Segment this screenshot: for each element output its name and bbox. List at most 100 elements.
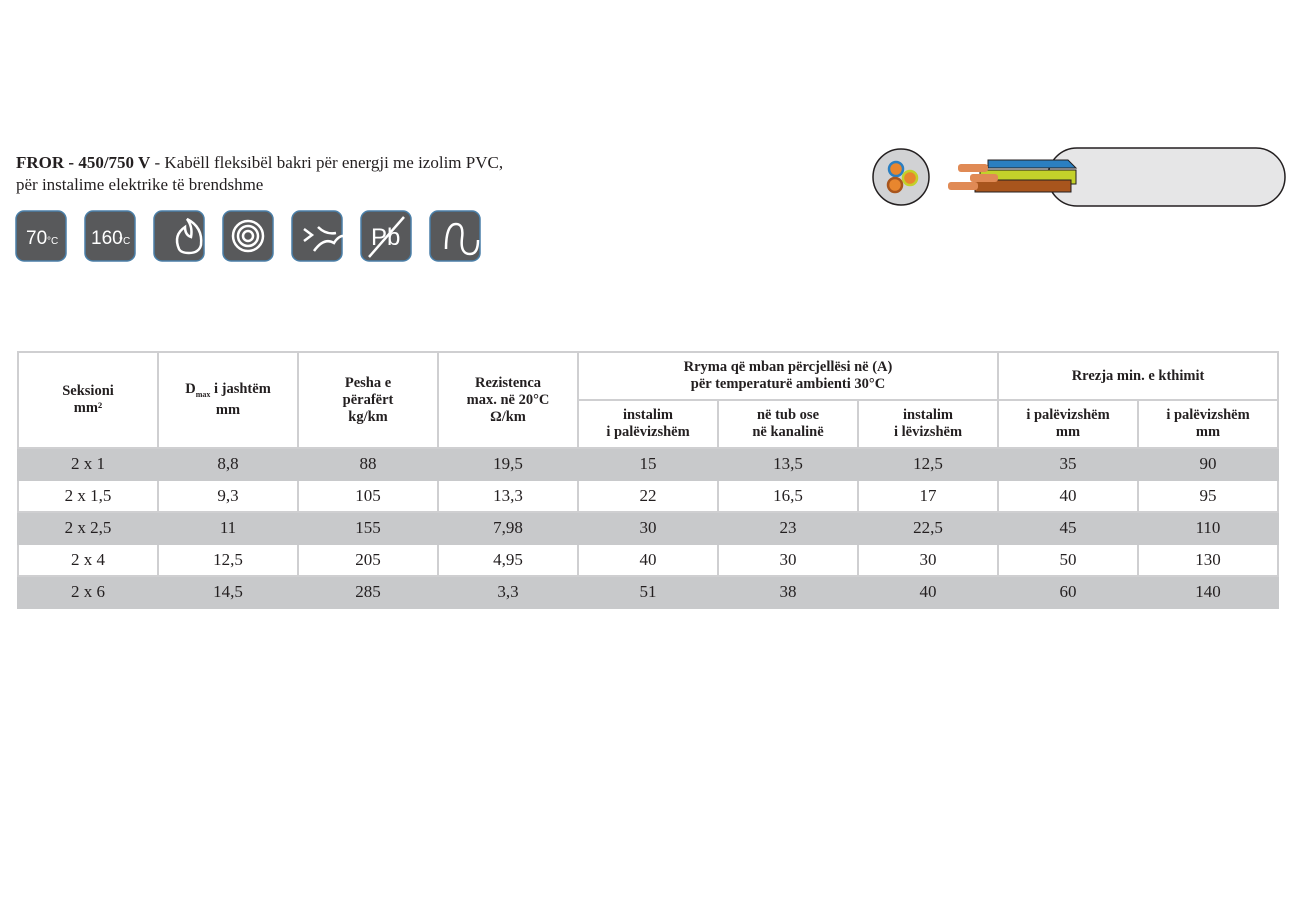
icon-shapes (175, 216, 480, 258)
head-text: instalim (903, 407, 953, 423)
table-cell: 30 (857, 543, 999, 577)
table-cell: 9,3 (157, 479, 299, 513)
table-cell: 2 x 2,5 (17, 511, 159, 545)
table-cell: 19,5 (437, 447, 579, 481)
table-cell: 8,8 (157, 447, 299, 481)
head-cell: Rryma që mban përcjellësi në (A) për temp… (577, 351, 999, 401)
head-text: Pesha e (344, 374, 392, 391)
head-cell: Seksioni mm² (17, 351, 159, 449)
table-cell: 14,5 (157, 575, 299, 609)
head-text: i lëvizshëm (893, 424, 963, 440)
table-cell: 23 (717, 511, 859, 545)
table-cell: 95 (1137, 479, 1279, 513)
head-line: Dmax i jashtëm (159, 381, 297, 403)
table-cell: 140 (1137, 575, 1279, 609)
table-cell: 205 (297, 543, 439, 577)
icon-temp: 160 (91, 228, 123, 249)
table-row: 2 x 4 12,5 205 4,95 40 30 30 50 130 (17, 543, 1279, 577)
table-cell: 60 (997, 575, 1139, 609)
title-bold: FROR - 450/750 V (16, 153, 151, 172)
table-row: 2 x 2,5 11 155 7,98 30 23 22,5 45 110 (17, 511, 1279, 545)
table-cell: 2 x 4 (17, 543, 159, 577)
head-text: Ω/km (490, 408, 526, 425)
table-cell: 22,5 (857, 511, 999, 545)
head-text: për temperaturë ambienti 30°C (690, 376, 886, 392)
table-body: 2 x 1 8,8 88 19,5 15 13,5 12,5 35 90 2 x 1,5 9,3 10… (17, 447, 1279, 609)
head-text: mm (1195, 424, 1221, 440)
table-cell: 2 x 6 (17, 575, 159, 609)
icon-temp: 70 (26, 228, 47, 249)
table-cell: 17 (857, 479, 999, 513)
subtitle: për instalime elektrike të brendshme (16, 175, 264, 194)
table-cell: 105 (297, 479, 439, 513)
head-text: D (185, 380, 196, 397)
table-cell: 40 (997, 479, 1139, 513)
table-cell: 7,98 (437, 511, 579, 545)
table-cell: 45 (997, 511, 1139, 545)
head-cell: i palëvizshëm mm (997, 399, 1139, 449)
head-cell: Rezistenca max. në 20°C Ω/km (437, 351, 579, 449)
title-rest: - Kabëll fleksibël bakri për energji me … (154, 153, 504, 172)
icon-unit: °C (119, 236, 130, 247)
table-cell: 15 (577, 447, 719, 481)
table-cell: 40 (577, 543, 719, 577)
head-text: i palëvizshëm (606, 424, 690, 440)
table-cell: 30 (577, 511, 719, 545)
table-cell: 88 (297, 447, 439, 481)
head-text: mm² (73, 400, 103, 416)
head-text: mm (1055, 424, 1081, 440)
icons (15, 210, 481, 262)
table-row: 2 x 1 8,8 88 19,5 15 13,5 12,5 35 90 (17, 447, 1279, 481)
table-row: 2 x 1,5 9,3 105 13,3 22 16,5 17 40 95 (17, 479, 1279, 513)
head-cell: Rrezja min. e kthimit (997, 351, 1279, 401)
table-cell: 4,95 (437, 543, 579, 577)
table-cell: 130 (1137, 543, 1279, 577)
head-text: kg/km (348, 408, 388, 425)
head-text: Rrezja min. e kthimit (1071, 367, 1205, 384)
table-cell: 50 (997, 543, 1139, 577)
head-text: mm (215, 402, 241, 419)
head-text: përafërt (342, 391, 394, 408)
head-text: Rezistenca (474, 374, 542, 391)
table-cell: 90 (1137, 447, 1279, 481)
icon-lead: Pb (371, 224, 400, 251)
table-cell: 285 (297, 575, 439, 609)
table-cell: 13,5 (717, 447, 859, 481)
table-cell: 110 (1137, 511, 1279, 545)
table-cell: 22 (577, 479, 719, 513)
table-cell: 16,5 (717, 479, 859, 513)
title-line: FROR - 450/750 V - Kabëll fleksibël bakr… (16, 152, 503, 174)
table-cell: 2 x 1,5 (17, 479, 159, 513)
head-text: i palëvizshëm (1166, 407, 1250, 423)
table-cell: 12,5 (157, 543, 299, 577)
head-text: Seksioni (62, 383, 114, 399)
table-cell: 2 x 1 (17, 447, 159, 481)
head-text: në kanalinë (752, 424, 824, 440)
head-text: max. në 20°C (466, 391, 550, 408)
table-cell: 40 (857, 575, 999, 609)
table-cell: 30 (717, 543, 859, 577)
head-text: i palëvizshëm (1026, 407, 1110, 423)
table-cell: 155 (297, 511, 439, 545)
icon-row: 70 °C 160 °C Pb (15, 210, 481, 262)
cable-image (872, 147, 1286, 207)
table-cell: 11 (157, 511, 299, 545)
table-cell: 13,3 (437, 479, 579, 513)
table-cell: 51 (577, 575, 719, 609)
table-cell: 35 (997, 447, 1139, 481)
head-text: instalim (623, 407, 673, 423)
table-cell: 3,3 (437, 575, 579, 609)
subhead-row: instalim i palëvizshëm në tub ose në kanali… (18, 399, 1279, 449)
head-cell: i palëvizshëm mm (1137, 399, 1279, 449)
table-cell: 38 (717, 575, 859, 609)
head-text: në tub ose (756, 407, 820, 423)
head-text: Rryma që mban përcjellësi në (A) (683, 359, 893, 375)
head-cell: instalim i palëvizshëm (577, 399, 719, 449)
spec-table: Seksioni mm² Dmax i jashtëm mm Pesha e përa… (17, 351, 1279, 609)
head-text: i jashtëm (213, 380, 271, 397)
table-cell: 12,5 (857, 447, 999, 481)
head-sub: max (195, 389, 211, 399)
head-cell: në tub ose në kanalinë (717, 399, 859, 449)
head-cell: instalim i lëvizshëm (857, 399, 999, 449)
